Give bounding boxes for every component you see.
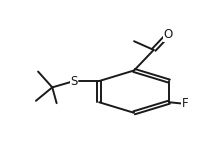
Text: F: F bbox=[181, 97, 188, 110]
Text: S: S bbox=[70, 75, 78, 88]
Text: O: O bbox=[163, 28, 172, 41]
